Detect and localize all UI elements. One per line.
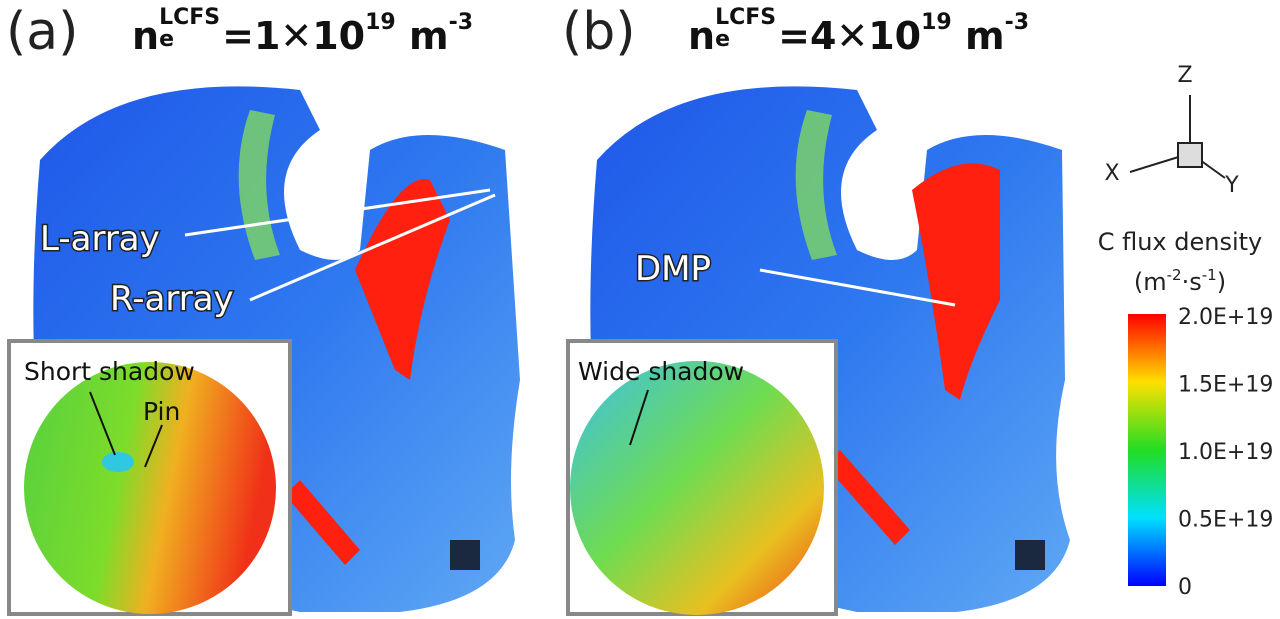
inset-annotation: Pin bbox=[143, 397, 180, 426]
title-sup: LCFS bbox=[715, 5, 777, 30]
title-part: n bbox=[688, 14, 716, 58]
title-part: =1✕10 bbox=[222, 14, 366, 58]
title-unit: m bbox=[408, 14, 449, 58]
title-exp: 19 bbox=[921, 10, 952, 35]
title-exp: -3 bbox=[448, 10, 474, 35]
colorbar bbox=[1128, 314, 1166, 586]
colorbar-unit: (m-2·s-1) bbox=[1134, 266, 1226, 296]
colorbar-tick-label: 0 bbox=[1178, 575, 1192, 600]
colorbar-tick-label: 2.0E+19 bbox=[1178, 305, 1273, 330]
title-exp: -3 bbox=[1004, 10, 1030, 35]
unit-part: ·s bbox=[1182, 268, 1202, 296]
axis-label: Z bbox=[1177, 63, 1192, 88]
annotation: DMP bbox=[635, 249, 711, 289]
inset-annotation: Wide shadow bbox=[578, 357, 744, 386]
unit-exp: -2 bbox=[1167, 266, 1182, 284]
title-exp: 19 bbox=[365, 10, 396, 35]
title-sub: e bbox=[159, 27, 174, 52]
panel-title: n LCFS e =4✕10 19 m -3 bbox=[688, 7, 1029, 59]
colorbar-tick-label: 0.5E+19 bbox=[1178, 508, 1273, 533]
annotation-arrows bbox=[184, 188, 956, 307]
colorbar-tick-label: 1.0E+19 bbox=[1178, 440, 1273, 465]
axis-label: X bbox=[1104, 161, 1119, 186]
inset-a: Short shadow Pin bbox=[7, 339, 292, 616]
unit-exp: -1 bbox=[1202, 266, 1217, 284]
panel-title: n LCFS e =1✕10 19 m -3 bbox=[132, 7, 473, 59]
panel-label: (b) bbox=[562, 2, 636, 62]
annotation: R-array bbox=[110, 279, 234, 319]
title-unit: m bbox=[964, 14, 1005, 58]
colorbar-ticks: 2.0E+19 1.5E+19 1.0E+19 0.5E+19 0 bbox=[1178, 305, 1273, 600]
axis-triad bbox=[1129, 95, 1226, 179]
title-part: =4✕10 bbox=[778, 14, 922, 58]
title-sup: LCFS bbox=[159, 5, 221, 30]
unit-part: (m bbox=[1134, 268, 1167, 296]
panel-label: (a) bbox=[6, 2, 79, 62]
axis-label: Y bbox=[1224, 173, 1239, 198]
title-sub: e bbox=[715, 27, 730, 52]
colorbar-tick-label: 1.5E+19 bbox=[1178, 373, 1273, 398]
title-part: n bbox=[132, 14, 160, 58]
annotation: L-array bbox=[40, 219, 160, 259]
unit-part: ) bbox=[1217, 268, 1226, 296]
inset-b: Wide shadow bbox=[566, 339, 838, 616]
colorbar-title: C flux density bbox=[1098, 228, 1263, 256]
inset-annotation: Short shadow bbox=[24, 357, 195, 386]
